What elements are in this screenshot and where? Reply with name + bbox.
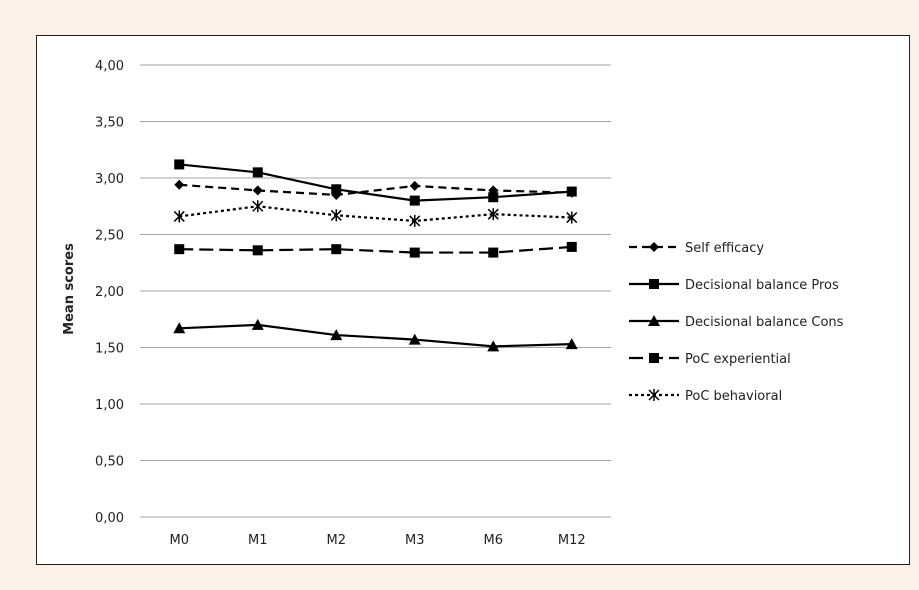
x-tick-label: M0 [170, 533, 190, 548]
y-tick-label: 3,00 [95, 172, 124, 187]
legend-entry: Decisional balance Pros [629, 278, 839, 293]
data-point-square [331, 244, 342, 255]
y-tick-label: 4,00 [95, 59, 124, 74]
data-point-square [566, 186, 577, 197]
series-poc-behavioral [173, 200, 578, 227]
data-point-asterisk [330, 209, 342, 222]
data-point-asterisk [566, 211, 578, 224]
data-point-diamond [649, 242, 659, 252]
data-point-diamond [252, 185, 263, 196]
gridlines [140, 64, 611, 518]
y-tick-label: 2,00 [95, 285, 124, 300]
data-point-square [649, 279, 659, 289]
line-chart: 0,000,501,001,502,002,503,003,504,00 M0 M… [62, 59, 844, 548]
series-line [179, 183, 572, 197]
data-point-asterisk [173, 210, 185, 223]
data-point-square [566, 241, 577, 252]
legend: Self efficacy Decisional balance Pros Deci… [629, 241, 844, 404]
x-tick-label: M1 [248, 533, 268, 548]
data-point-diamond [409, 180, 420, 191]
legend-entry: PoC experiential [629, 352, 791, 367]
data-point-square [409, 195, 420, 206]
series-line [179, 205, 572, 223]
x-tick-label: M2 [327, 533, 347, 548]
y-tick-label: 2,50 [95, 229, 124, 244]
legend-label: Self efficacy [685, 241, 764, 256]
y-axis-label: Mean scores [62, 243, 77, 335]
legend-entry: PoC behavioral [629, 389, 782, 404]
data-point-asterisk [409, 214, 421, 227]
data-point-asterisk [252, 200, 264, 213]
series-decisional-balance-cons [173, 318, 578, 352]
y-tick-label: 1,00 [95, 398, 124, 413]
series-decisional-balance-pros [174, 159, 577, 206]
data-point-square [331, 184, 342, 195]
data-point-triangle [173, 322, 186, 334]
series-self-efficacy [174, 179, 577, 200]
legend-label: PoC experiential [685, 352, 791, 367]
y-axis-tick-labels: 0,00 0,50 1,00 1,50 2,00 2,50 3,00 3,50 4,00 [95, 59, 124, 526]
data-point-square [252, 245, 263, 256]
y-tick-label: 0,00 [95, 511, 124, 526]
series-lines [173, 159, 578, 352]
data-point-triangle [251, 318, 264, 330]
legend-label: Decisional balance Pros [685, 278, 839, 293]
data-point-square [649, 353, 659, 363]
data-point-triangle [408, 333, 421, 345]
x-tick-label: M12 [558, 533, 586, 548]
legend-label: Decisional balance Cons [685, 315, 844, 330]
x-tick-label: M3 [405, 533, 425, 548]
legend-entry: Self efficacy [629, 241, 764, 256]
data-point-square [488, 247, 499, 258]
data-point-square [174, 159, 185, 170]
data-point-square [488, 192, 499, 203]
legend-entry: Decisional balance Cons [629, 315, 844, 330]
data-point-diamond [174, 179, 185, 190]
x-axis-tick-labels: M0 M1 M2 M3 M6 M12 [170, 533, 586, 548]
y-tick-label: 1,50 [95, 342, 124, 357]
data-point-asterisk [487, 208, 499, 221]
series-line [179, 163, 572, 202]
data-point-triangle [648, 315, 660, 326]
series-poc-experiential [174, 241, 577, 258]
data-point-square [174, 244, 185, 255]
series-line [179, 323, 572, 348]
y-tick-label: 3,50 [95, 116, 124, 131]
y-tick-label: 0,50 [95, 455, 124, 470]
chart-frame: 0,00 0,50 1,00 1,50 2,00 2,50 3,00 3,50 4,00 M0 M… [36, 35, 910, 565]
series-line [179, 245, 572, 254]
data-point-asterisk [648, 389, 660, 401]
legend-label: PoC behavioral [685, 389, 782, 404]
data-point-square [252, 167, 263, 178]
data-point-triangle [487, 340, 500, 352]
x-tick-label: M6 [484, 533, 504, 548]
data-point-square [409, 247, 420, 258]
data-point-triangle [330, 329, 343, 341]
data-point-triangle [565, 338, 578, 350]
